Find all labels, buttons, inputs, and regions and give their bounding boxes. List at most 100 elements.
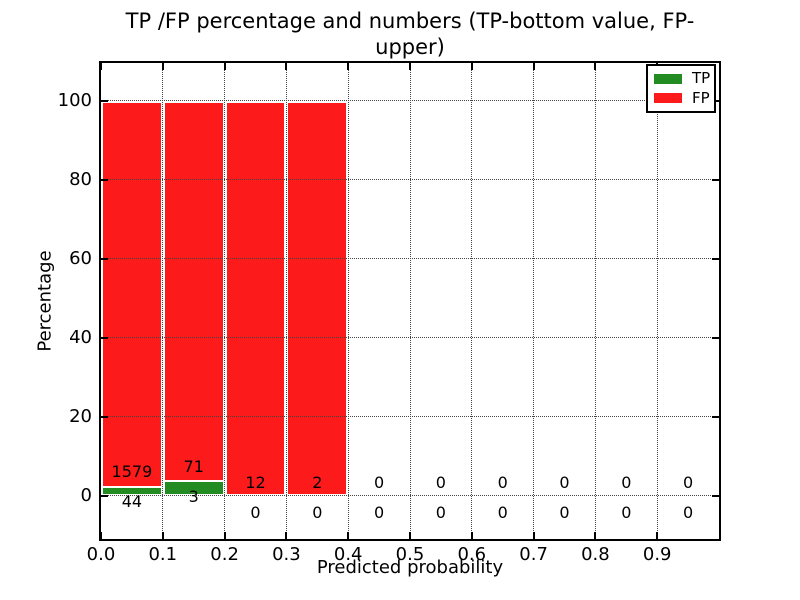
- y-tick-label: 20: [69, 406, 92, 428]
- plot-frame: 1579 44 71 3 12 0 2 0 0 0 0 0 0 0 0 0 0 0 0 0 0.0 0.1 0.2 0.3 0.…: [58, 61, 721, 564]
- fp-bar-segment: [101, 100, 163, 497]
- x-tick-mark: [347, 63, 350, 70]
- vertical-gridline: [285, 63, 287, 539]
- fp-color-swatch: [654, 93, 682, 104]
- vertical-gridline: [347, 63, 349, 539]
- horizontal-gridline: [101, 495, 719, 497]
- fp-count-label: 0: [683, 472, 694, 492]
- legend-label-fp: FP: [692, 88, 710, 107]
- y-tick-mark: [712, 258, 719, 261]
- vertical-gridline: [594, 63, 596, 539]
- legend-item-fp: FP: [654, 88, 710, 107]
- horizontal-gridline: [101, 99, 719, 101]
- y-tick-mark: [712, 337, 719, 340]
- horizontal-gridline: [101, 179, 719, 181]
- tp-count-label: 0: [621, 502, 632, 522]
- x-tick-mark: [161, 63, 164, 70]
- vertical-gridline: [224, 63, 226, 539]
- tp-count-label: 0: [374, 502, 385, 522]
- horizontal-gridline: [101, 337, 719, 339]
- y-tick-label: 80: [69, 169, 92, 191]
- x-tick-label: 0.4: [333, 544, 363, 565]
- legend: TP FP: [646, 64, 716, 113]
- vertical-gridline: [656, 63, 658, 539]
- vertical-gridline: [533, 63, 535, 539]
- x-tick-label: 0.0: [86, 544, 116, 565]
- y-tick-label: 0: [80, 485, 92, 507]
- vertical-gridline: [471, 63, 473, 539]
- x-tick-mark: [594, 532, 597, 539]
- vertical-gridline: [409, 63, 411, 539]
- y-tick-mark: [712, 416, 719, 419]
- fp-count-label: 12: [245, 472, 266, 492]
- x-tick-mark: [594, 63, 597, 70]
- tp-count-label: 0: [683, 502, 694, 522]
- tp-count-label: 44: [121, 492, 143, 512]
- y-tick-mark: [101, 416, 108, 419]
- x-tick-mark: [656, 532, 659, 539]
- tp-count-label: 0: [312, 502, 323, 522]
- x-tick-mark: [100, 63, 102, 70]
- y-tick-mark: [712, 495, 719, 498]
- x-tick-label: 0.7: [519, 544, 548, 565]
- x-tick-label: 0.3: [272, 544, 301, 565]
- x-tick-mark: [223, 532, 226, 539]
- y-tick-label: 40: [69, 327, 92, 349]
- plot-area: 1579 44 71 3 12 0 2 0 0 0 0 0 0 0 0 0 0 0 0 0 0.0 0.1 0.2 0.3 0.…: [58, 63, 719, 564]
- y-axis-label: Percentage: [34, 250, 56, 352]
- legend-label-tp: TP: [692, 69, 711, 88]
- y-tick-mark: [101, 495, 108, 498]
- fp-bar-segment: [224, 100, 287, 497]
- chart-title-line1: TP /FP percentage and numbers (TP-bottom…: [125, 9, 695, 59]
- fp-count-label: 71: [183, 456, 204, 476]
- x-tick-label: 0.1: [148, 544, 178, 565]
- x-tick-label: 0.5: [395, 544, 425, 565]
- fp-count-label: 1579: [111, 462, 153, 482]
- x-tick-mark: [532, 63, 535, 70]
- tp-count-label: 0: [497, 502, 508, 522]
- x-tick-label: 0.8: [581, 544, 610, 565]
- x-tick-mark: [347, 532, 350, 539]
- legend-item-tp: TP: [654, 69, 711, 88]
- x-tick-label: 0.6: [457, 544, 487, 565]
- horizontal-gridline: [101, 416, 719, 418]
- fp-count-label: 0: [435, 472, 446, 492]
- y-tick-mark: [101, 337, 108, 340]
- y-tick-label: 100: [57, 89, 92, 111]
- tp-count-label: 0: [435, 502, 446, 522]
- y-tick-mark: [101, 99, 108, 102]
- x-axis-label: Predicted probability: [316, 557, 504, 578]
- y-tick-mark: [712, 179, 719, 182]
- fp-bar-segment: [286, 100, 349, 497]
- x-tick-mark: [470, 532, 473, 539]
- fp-bar-segment: [162, 100, 225, 497]
- bar-bin-0.3: [286, 100, 349, 497]
- x-tick-mark: [285, 63, 288, 70]
- fp-count-label: 0: [374, 472, 385, 492]
- tp-count-label: 0: [559, 502, 570, 522]
- x-tick-label: 0.9: [642, 544, 672, 565]
- tp-count-label: 0: [250, 502, 261, 522]
- x-tick-mark: [470, 63, 473, 70]
- fp-count-label: 0: [559, 472, 570, 492]
- vertical-gridline: [162, 63, 164, 539]
- x-tick-label: 0.2: [210, 544, 239, 565]
- x-tick-mark: [285, 532, 288, 539]
- bar-bin-0.1: [162, 100, 225, 497]
- x-tick-mark: [100, 532, 102, 539]
- y-tick-label: 60: [69, 248, 92, 270]
- x-tick-mark: [161, 532, 164, 539]
- fp-count-label: 0: [621, 472, 632, 492]
- bar-bin-0.0: [101, 100, 163, 497]
- x-tick-mark: [409, 63, 411, 70]
- y-tick-mark: [101, 179, 108, 182]
- tp-color-swatch: [654, 73, 682, 84]
- bar-bin-0.2: [224, 100, 287, 497]
- x-tick-mark: [223, 63, 226, 70]
- fp-count-label: 2: [312, 472, 323, 492]
- y-tick-mark: [101, 258, 108, 261]
- tp-count-label: 3: [188, 486, 199, 506]
- x-tick-mark: [532, 532, 535, 539]
- horizontal-gridline: [101, 258, 719, 260]
